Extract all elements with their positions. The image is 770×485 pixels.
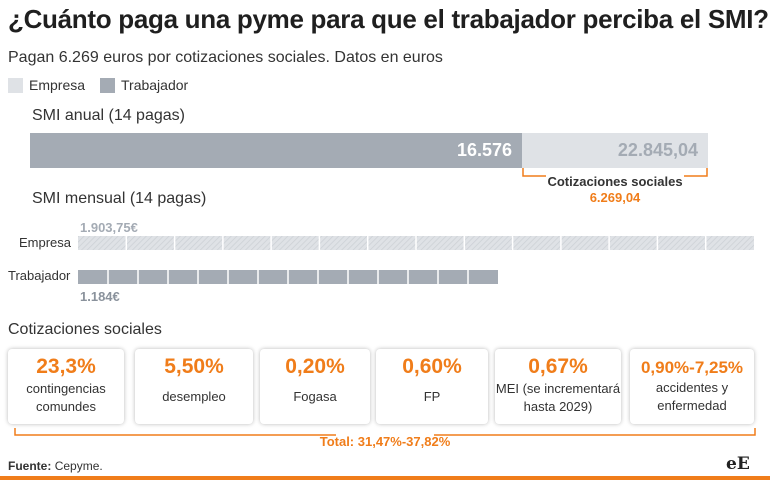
- annual-value-trabajador: 16.576: [456, 140, 512, 160]
- cotizaciones-total: Total: 31,47%-37,82%: [319, 434, 451, 449]
- source-label: Fuente:: [8, 459, 52, 473]
- legend-item-trabajador: Trabajador: [100, 77, 188, 93]
- monthly-bar-trabajador: [78, 270, 498, 284]
- source-note: Fuente: Cepyme.: [8, 459, 103, 473]
- cotizacion-desc-line-1: accidentes y: [655, 380, 729, 395]
- monthly-label-empresa: Empresa: [19, 235, 72, 250]
- annual-stacked-bar: 16.576 22.845,04: [30, 133, 708, 168]
- cotizacion-card: 0,60% FP: [376, 349, 488, 424]
- chart-subtitle: Pagan 6.269 euros por cotizaciones socia…: [8, 49, 443, 66]
- cotizacion-desc-line-1: desempleo: [162, 389, 226, 404]
- monthly-chart-title: SMI mensual (14 pagas): [32, 190, 207, 207]
- cotizacion-desc-line-1: MEI (se incrementará: [495, 381, 621, 396]
- legend-label-trabajador: Trabajador: [121, 77, 189, 93]
- cotizacion-card: 0,67% MEI (se incrementará hasta 2029): [495, 349, 621, 424]
- monthly-value-trabajador: 1.184€: [80, 289, 120, 304]
- legend-label-empresa: Empresa: [29, 77, 86, 93]
- cotizaciones-annotation-value: 6.269,04: [589, 190, 641, 205]
- cotizacion-desc-line-1: Fogasa: [293, 389, 337, 404]
- cotizacion-card: 0,90%-7,25% accidentes y enfermedad: [630, 349, 754, 424]
- cotizaciones-title: Cotizaciones sociales: [8, 321, 162, 338]
- cotizacion-pct: 23,3%: [36, 355, 96, 378]
- monthly-bar-empresa: [78, 236, 754, 250]
- cotizacion-card: 0,20% Fogasa: [260, 349, 370, 424]
- annual-bar-trabajador: 16.576: [30, 133, 522, 168]
- cotizacion-desc-line-1: contingencias: [26, 381, 106, 396]
- annual-bar-empresa: 22.845,04: [522, 133, 708, 168]
- monthly-value-empresa: 1.903,75€: [80, 220, 138, 235]
- legend-swatch-trabajador: [100, 77, 115, 93]
- annual-value-empresa: 22.845,04: [617, 140, 698, 160]
- cotizacion-pct: 5,50%: [164, 355, 224, 378]
- monthly-label-trabajador: Trabajador: [8, 268, 71, 283]
- cotizacion-desc-line-1: FP: [423, 389, 441, 404]
- legend-swatch-empresa: [8, 77, 23, 93]
- chart-title: ¿Cuánto paga una pyme para que el trabaj…: [8, 4, 769, 34]
- cotizacion-pct: 0,90%-7,25%: [640, 358, 744, 377]
- bottom-accent-rule: [0, 476, 770, 480]
- cotizaciones-bracket: [522, 168, 708, 177]
- cotizaciones-annotation-label: Cotizaciones sociales: [547, 174, 683, 189]
- legend-item-empresa: Empresa: [8, 77, 85, 93]
- cotizacion-desc-line-2: enfermedad: [657, 398, 727, 413]
- annual-chart-title: SMI anual (14 pagas): [32, 107, 185, 124]
- cotizacion-pct: 0,20%: [285, 355, 345, 378]
- publication-logo: eE: [726, 454, 750, 474]
- cotizacion-desc-line-2: hasta 2029): [523, 399, 593, 414]
- source-text: Cepyme.: [54, 459, 103, 473]
- cotizacion-pct: 0,67%: [528, 355, 588, 378]
- cotizacion-desc-line-2: comundes: [36, 399, 96, 414]
- cotizacion-card: 5,50% desempleo: [135, 349, 253, 424]
- cotizacion-pct: 0,60%: [402, 355, 462, 378]
- total-bracket: [14, 428, 756, 436]
- cotizacion-card: 23,3% contingencias comundes: [8, 349, 124, 424]
